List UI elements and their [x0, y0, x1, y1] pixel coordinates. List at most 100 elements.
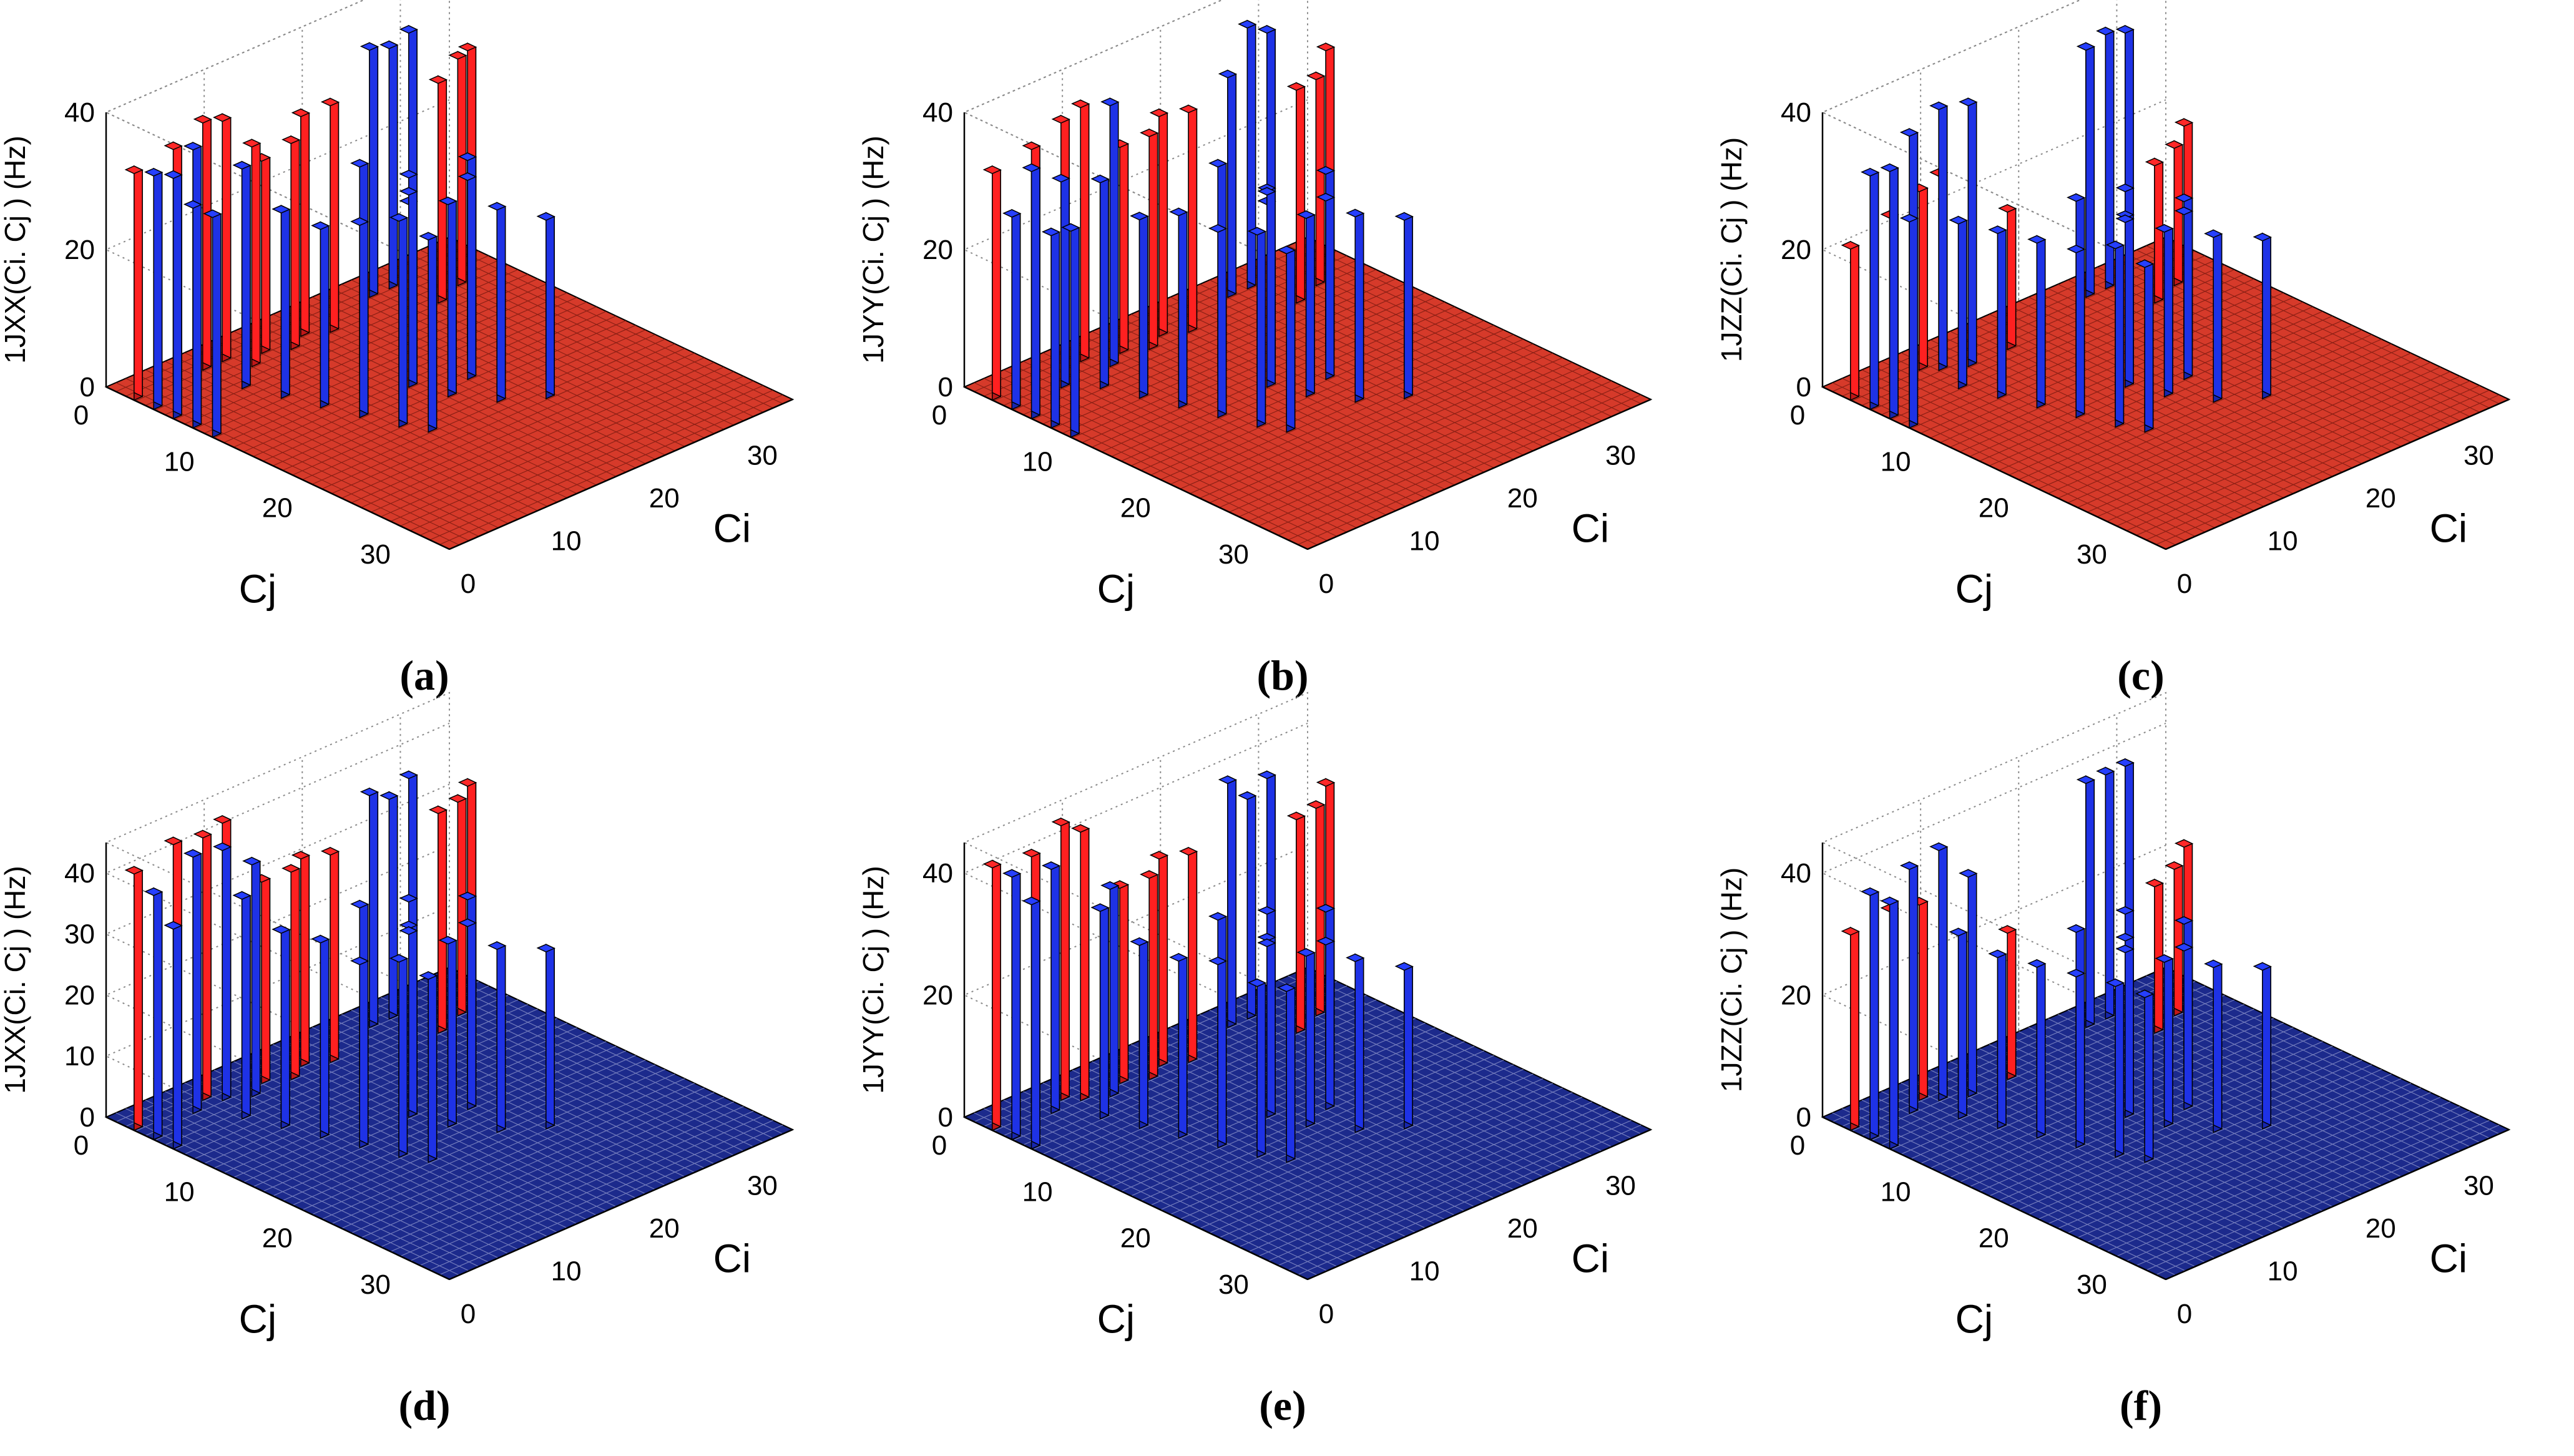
bar-top — [2115, 183, 2135, 193]
bar-top — [350, 159, 369, 168]
cj-tick-label: 10 — [1022, 446, 1053, 477]
bar-top — [144, 168, 164, 177]
bar-blue — [419, 232, 438, 433]
floor-mesh-line — [1861, 369, 2206, 533]
bar-blue — [2174, 206, 2194, 381]
floor-mesh-line — [1082, 292, 1426, 443]
floor-mesh-line — [2116, 376, 2460, 527]
z-tick-label: 30 — [64, 919, 95, 950]
cj-tick-label: 30 — [1218, 1269, 1249, 1300]
bar-face-right — [153, 887, 163, 1137]
bar-blue — [1949, 215, 1968, 390]
bar-face-right — [1148, 870, 1158, 1077]
cj-tick-label: 20 — [1120, 1223, 1151, 1254]
bar-blue — [1861, 887, 1880, 1141]
floor-mesh-line — [390, 371, 734, 522]
bar-blue — [1238, 791, 1257, 1020]
bar-face-right — [1158, 108, 1168, 334]
floor-mesh-line — [1160, 330, 1504, 481]
floor-mesh-line — [409, 380, 754, 531]
bar-red — [193, 114, 212, 371]
floor-mesh-line — [2057, 1078, 2402, 1229]
bar-top — [1306, 800, 1326, 809]
bar-face-right — [172, 170, 182, 416]
floor-mesh-line — [243, 1057, 587, 1220]
bar-blue — [1899, 213, 1919, 429]
bar-blue — [438, 196, 458, 398]
bar-blue — [1346, 208, 1365, 403]
bar-blue — [2135, 989, 2155, 1163]
bar-top — [164, 141, 183, 150]
bar-face-right — [1119, 880, 1129, 1081]
floor-mesh-line — [292, 1035, 636, 1199]
floor-mesh-line — [292, 325, 636, 476]
bar-top — [2204, 959, 2223, 969]
bar-face-right — [2213, 959, 2223, 1130]
bar-face-right — [1227, 69, 1237, 295]
bar-top — [1316, 904, 1336, 913]
bar-top — [1861, 168, 1880, 177]
floor-mesh-line — [135, 1103, 479, 1267]
bar-top — [2105, 240, 2125, 250]
bar-top — [2115, 214, 2135, 223]
bar-red — [428, 75, 448, 304]
floor-mesh-line — [203, 343, 548, 507]
bar-top — [164, 836, 183, 846]
bar-face-right — [2105, 766, 2115, 1017]
bar-face-right — [2085, 775, 2095, 1025]
bar-top — [1929, 101, 1949, 110]
floor-mesh — [974, 241, 1642, 545]
floor-mesh-line — [1160, 1060, 1504, 1211]
bar-face-right — [1256, 227, 1266, 424]
floor-mesh-line — [203, 283, 548, 434]
ci-axis-line — [449, 398, 793, 550]
bar-face-right — [2036, 959, 2046, 1136]
bar-top — [2115, 932, 2135, 942]
bar-blue — [272, 205, 291, 399]
floor-mesh-line — [2019, 330, 2362, 481]
bar-face-right — [320, 221, 330, 406]
floor-mesh-line — [2156, 394, 2500, 545]
bar-top — [2174, 207, 2194, 215]
bar-blue — [2115, 214, 2135, 388]
bar-blue — [1218, 775, 1238, 1028]
bar-face-right — [2125, 214, 2134, 384]
floor-mesh-line — [1930, 340, 2274, 503]
floor-mesh-line — [1111, 306, 1455, 457]
floor-mesh-line — [400, 1106, 744, 1257]
floor-mesh-line — [1140, 1050, 1485, 1201]
bar-face-right — [467, 172, 477, 377]
bar-top — [1149, 108, 1169, 117]
bar-top — [1880, 163, 1899, 172]
floor-mesh-line — [1023, 361, 1367, 524]
ci-axis-line — [1307, 398, 1652, 550]
bar-face-right — [1889, 163, 1899, 416]
floor-mesh-line — [2048, 1073, 2392, 1224]
ci-tick-label: 0 — [1319, 569, 1334, 599]
bar-top — [1090, 903, 1110, 912]
bar-face-right — [457, 51, 467, 283]
floor-mesh-line — [272, 315, 617, 466]
bar-top — [1140, 870, 1159, 879]
ci-tick-label: 20 — [1507, 1213, 1538, 1244]
bar-blue — [1880, 896, 1899, 1150]
bar-blue — [2204, 229, 2223, 403]
floor-mesh-line — [165, 361, 509, 524]
floor-mesh-line — [1999, 1050, 2343, 1201]
floor-mesh-line — [361, 1087, 705, 1238]
bar-face-right — [1305, 947, 1315, 1125]
floor-mesh-line — [1072, 340, 1416, 503]
bar-top — [1394, 962, 1414, 971]
bar-face-right — [280, 205, 290, 396]
bar-red — [1149, 851, 1169, 1068]
bar-top — [1257, 770, 1276, 779]
floor-mesh-line — [419, 250, 764, 413]
floor-mesh-line — [2136, 980, 2480, 1143]
bar-red — [2145, 878, 2165, 1034]
bar-face-right — [1158, 851, 1168, 1064]
floor-mesh-line — [1238, 366, 1583, 517]
floor-mesh-line — [1130, 313, 1475, 477]
bar-blue — [2155, 223, 2174, 398]
bar-top — [1090, 174, 1110, 183]
bar-blue — [1041, 861, 1061, 1115]
